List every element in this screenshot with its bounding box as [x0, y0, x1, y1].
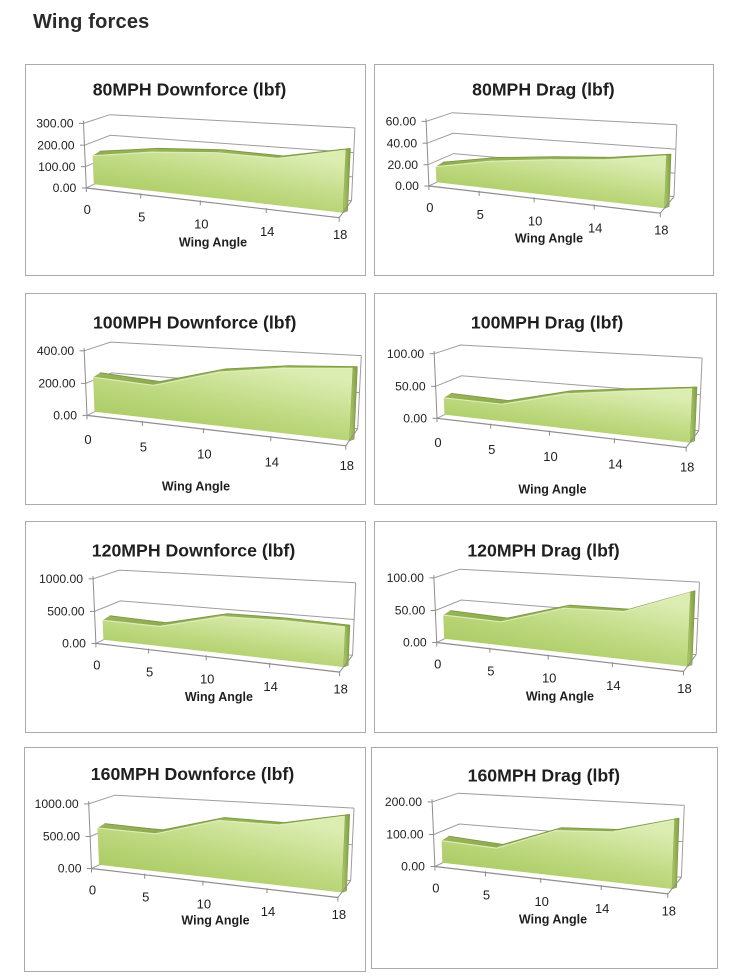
svg-text:18: 18	[332, 907, 346, 922]
svg-text:1000.00: 1000.00	[35, 797, 79, 811]
svg-text:0: 0	[89, 883, 96, 898]
svg-text:10: 10	[194, 216, 208, 231]
svg-text:5: 5	[140, 439, 147, 454]
svg-text:0: 0	[432, 881, 439, 896]
svg-text:Wing Angle: Wing Angle	[526, 689, 594, 703]
svg-text:14: 14	[608, 457, 622, 472]
svg-text:500.00: 500.00	[43, 830, 80, 844]
svg-text:0.00: 0.00	[401, 860, 425, 874]
svg-text:Wing Angle: Wing Angle	[162, 480, 230, 494]
svg-text:300.00: 300.00	[36, 117, 73, 131]
svg-text:1000.00: 1000.00	[39, 572, 83, 586]
svg-text:0: 0	[434, 435, 441, 450]
svg-text:10: 10	[197, 897, 211, 912]
svg-text:5: 5	[488, 442, 495, 457]
svg-text:Wing Angle: Wing Angle	[179, 236, 247, 250]
svg-text:18: 18	[333, 227, 347, 242]
svg-text:10: 10	[197, 447, 211, 462]
svg-text:100MPH Drag (lbf): 100MPH Drag (lbf)	[471, 313, 623, 333]
svg-text:Wing Angle: Wing Angle	[519, 913, 587, 927]
svg-text:10: 10	[543, 449, 557, 464]
svg-text:160MPH Drag (lbf): 160MPH Drag (lbf)	[468, 766, 620, 786]
svg-text:5: 5	[146, 665, 153, 680]
svg-text:10: 10	[542, 671, 556, 686]
svg-text:18: 18	[333, 682, 347, 697]
svg-text:0.00: 0.00	[403, 412, 427, 426]
svg-text:10: 10	[534, 894, 548, 909]
svg-text:Wing Angle: Wing Angle	[181, 913, 249, 927]
svg-text:0.00: 0.00	[395, 179, 419, 193]
svg-text:80MPH Downforce (lbf): 80MPH Downforce (lbf)	[93, 79, 287, 99]
svg-text:0: 0	[84, 432, 91, 447]
svg-text:14: 14	[261, 904, 275, 919]
svg-text:5: 5	[138, 209, 145, 224]
svg-text:60.00: 60.00	[386, 115, 417, 129]
svg-text:Wing Angle: Wing Angle	[515, 231, 583, 245]
svg-text:50.00: 50.00	[395, 604, 426, 618]
svg-text:5: 5	[483, 887, 490, 902]
svg-text:200.00: 200.00	[385, 795, 422, 809]
svg-text:0: 0	[426, 200, 433, 215]
svg-text:18: 18	[654, 223, 668, 238]
svg-text:200.00: 200.00	[37, 138, 74, 152]
svg-text:0.00: 0.00	[58, 862, 82, 876]
svg-text:14: 14	[595, 901, 609, 916]
svg-text:0.00: 0.00	[62, 637, 86, 651]
svg-text:100.00: 100.00	[386, 828, 423, 842]
svg-text:100.00: 100.00	[387, 347, 424, 361]
svg-text:0: 0	[434, 657, 441, 672]
svg-text:0: 0	[93, 657, 100, 672]
svg-text:120MPH Downforce (lbf): 120MPH Downforce (lbf)	[92, 541, 296, 561]
svg-text:0.00: 0.00	[53, 181, 77, 195]
svg-text:120MPH Drag (lbf): 120MPH Drag (lbf)	[467, 541, 619, 561]
svg-text:5: 5	[477, 207, 484, 222]
svg-text:18: 18	[340, 458, 354, 473]
svg-text:18: 18	[677, 681, 691, 696]
svg-text:20.00: 20.00	[388, 158, 419, 172]
svg-text:400.00: 400.00	[37, 344, 74, 358]
svg-text:Wing Angle: Wing Angle	[518, 483, 586, 497]
svg-text:10: 10	[528, 213, 542, 228]
svg-text:5: 5	[142, 890, 149, 905]
svg-text:Wing Angle: Wing Angle	[185, 690, 253, 704]
svg-text:40.00: 40.00	[387, 136, 418, 150]
svg-text:100.00: 100.00	[38, 160, 75, 174]
svg-text:100MPH Downforce (lbf): 100MPH Downforce (lbf)	[93, 313, 297, 333]
svg-text:0.00: 0.00	[53, 409, 77, 423]
svg-text:200.00: 200.00	[38, 377, 75, 391]
svg-text:14: 14	[265, 455, 279, 470]
svg-text:160MPH Downforce (lbf): 160MPH Downforce (lbf)	[91, 764, 295, 784]
svg-text:0.00: 0.00	[403, 636, 427, 650]
svg-text:500.00: 500.00	[47, 605, 84, 619]
svg-text:14: 14	[588, 220, 602, 235]
svg-text:14: 14	[260, 224, 274, 239]
svg-text:50.00: 50.00	[395, 380, 426, 394]
svg-text:18: 18	[662, 903, 676, 918]
svg-text:10: 10	[200, 671, 214, 686]
svg-text:0: 0	[84, 202, 91, 217]
svg-text:14: 14	[606, 678, 620, 693]
svg-text:5: 5	[487, 664, 494, 679]
svg-text:18: 18	[680, 460, 694, 475]
svg-text:100.00: 100.00	[387, 571, 424, 585]
svg-text:14: 14	[263, 679, 277, 694]
svg-text:80MPH Drag (lbf): 80MPH Drag (lbf)	[472, 79, 615, 99]
